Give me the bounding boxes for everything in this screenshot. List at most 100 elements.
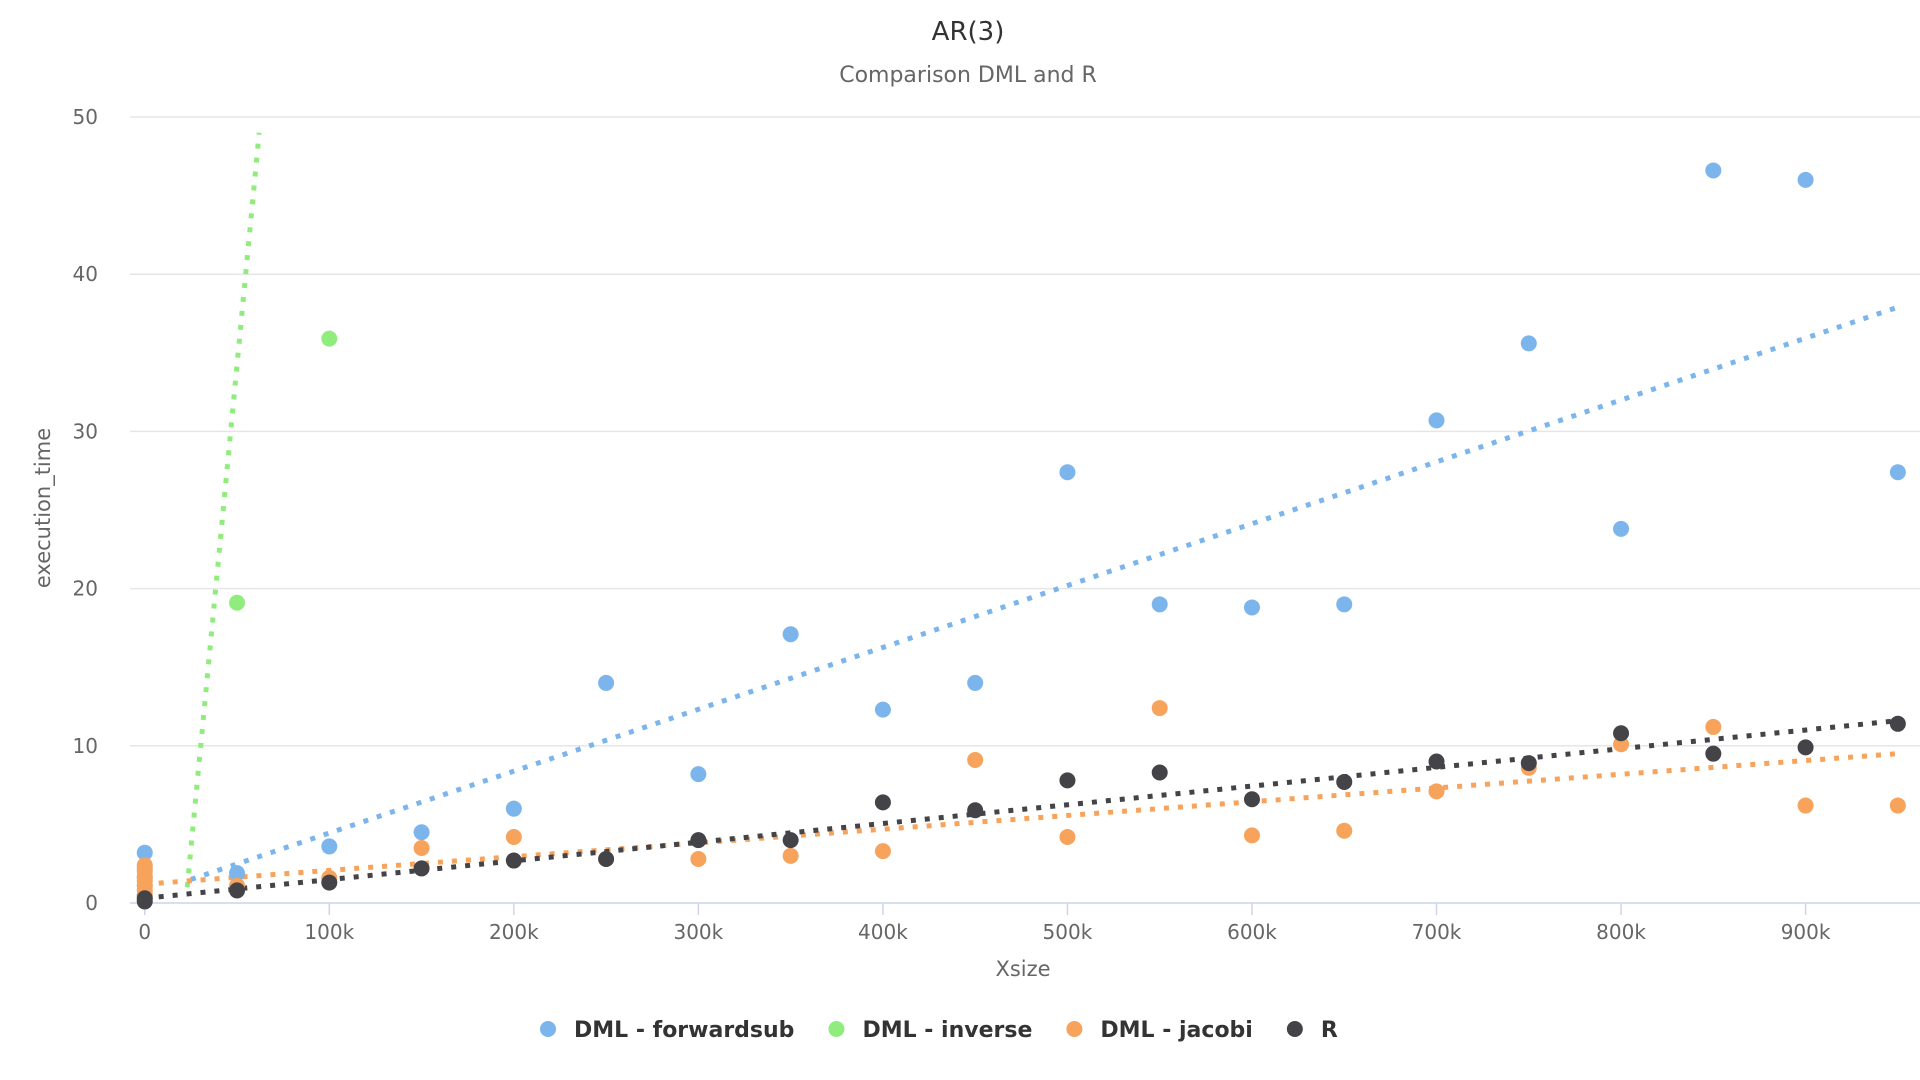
- x-tick-label: 300k: [673, 920, 723, 944]
- data-point[interactable]: [229, 594, 246, 611]
- data-point[interactable]: [1336, 773, 1353, 790]
- trendline-2: [144, 751, 1899, 887]
- data-point[interactable]: [1797, 797, 1814, 814]
- x-tick-label: 500k: [1043, 920, 1093, 944]
- legend-label: DML - jacobi: [1100, 1018, 1252, 1043]
- x-tick-label: 100k: [304, 920, 354, 944]
- trendline-3: [144, 718, 1899, 901]
- y-tick-label: 0: [85, 891, 98, 915]
- legend-marker: [540, 1021, 556, 1037]
- data-point[interactable]: [1705, 718, 1722, 735]
- data-point[interactable]: [1059, 772, 1076, 789]
- data-point[interactable]: [136, 893, 153, 910]
- data-point[interactable]: [690, 850, 707, 867]
- data-point[interactable]: [229, 882, 246, 899]
- x-tick-label: 200k: [489, 920, 539, 944]
- data-point[interactable]: [1613, 725, 1630, 742]
- data-point[interactable]: [1151, 700, 1168, 717]
- data-point[interactable]: [782, 847, 799, 864]
- data-point[interactable]: [967, 751, 984, 768]
- legend: DML - forwardsub DML - inverse DML - jacob…: [540, 1018, 1338, 1043]
- data-point[interactable]: [782, 832, 799, 849]
- data-point[interactable]: [229, 865, 246, 882]
- data-point[interactable]: [690, 766, 707, 783]
- data-point[interactable]: [1151, 764, 1168, 781]
- legend-item[interactable]: R: [1286, 1018, 1338, 1043]
- data-points: [136, 162, 1906, 910]
- y-tick-label: 20: [73, 577, 98, 601]
- trendline-0: [190, 304, 1899, 882]
- trendlines: [144, 132, 1899, 901]
- data-point[interactable]: [874, 794, 891, 811]
- x-tick-label: 900k: [1781, 920, 1831, 944]
- x-tick-label: 600k: [1227, 920, 1277, 944]
- legend-marker: [1066, 1021, 1083, 1037]
- x-tick-label: 700k: [1412, 920, 1462, 944]
- data-point[interactable]: [1613, 520, 1630, 537]
- data-point[interactable]: [505, 852, 522, 869]
- data-point[interactable]: [1889, 797, 1906, 814]
- legend-label: DML - inverse: [862, 1018, 1032, 1043]
- trendline-1: [184, 132, 262, 888]
- data-point[interactable]: [598, 850, 615, 867]
- data-point[interactable]: [1428, 412, 1445, 429]
- x-tick-label: 0: [138, 920, 151, 944]
- legend-label: R: [1321, 1018, 1338, 1043]
- data-point[interactable]: [413, 839, 430, 856]
- data-point[interactable]: [1243, 827, 1260, 844]
- legend-item[interactable]: DML - forwardsub: [540, 1018, 794, 1043]
- data-point[interactable]: [598, 674, 615, 691]
- legend-label: DML - forwardsub: [574, 1018, 794, 1043]
- x-tick-label: 400k: [858, 920, 908, 944]
- legend-marker: [1286, 1021, 1303, 1037]
- data-point[interactable]: [1520, 755, 1537, 772]
- data-point[interactable]: [1336, 596, 1353, 613]
- legend-item[interactable]: DML - jacobi: [1066, 1018, 1253, 1043]
- data-point[interactable]: [413, 824, 430, 841]
- x-axis-title: Xsize: [995, 957, 1050, 981]
- data-point[interactable]: [967, 674, 984, 691]
- gridlines: [130, 116, 1920, 747]
- data-point[interactable]: [1889, 715, 1906, 732]
- data-point[interactable]: [1059, 828, 1076, 845]
- data-point[interactable]: [413, 860, 430, 877]
- data-point[interactable]: [505, 800, 522, 817]
- y-tick-label: 40: [73, 262, 98, 286]
- data-point[interactable]: [1613, 736, 1630, 753]
- data-point[interactable]: [1520, 335, 1537, 352]
- data-point[interactable]: [874, 843, 891, 860]
- data-point[interactable]: [1705, 162, 1722, 179]
- data-point[interactable]: [1428, 753, 1445, 770]
- data-point[interactable]: [1243, 791, 1260, 808]
- y-axis-title: execution_time: [31, 428, 56, 588]
- y-tick-label: 30: [73, 419, 98, 443]
- data-point[interactable]: [1243, 599, 1260, 616]
- data-point[interactable]: [136, 844, 153, 861]
- data-point[interactable]: [505, 828, 522, 845]
- data-point[interactable]: [1428, 783, 1445, 800]
- data-point[interactable]: [1336, 822, 1353, 839]
- data-point[interactable]: [874, 701, 891, 718]
- data-point[interactable]: [1059, 464, 1076, 481]
- data-point[interactable]: [1797, 171, 1814, 188]
- data-point[interactable]: [690, 832, 707, 849]
- data-point[interactable]: [321, 838, 338, 855]
- data-point[interactable]: [967, 802, 984, 819]
- data-point[interactable]: [1705, 745, 1722, 762]
- data-point[interactable]: [321, 330, 338, 347]
- data-point[interactable]: [321, 874, 338, 891]
- data-point[interactable]: [1889, 464, 1906, 481]
- legend-item[interactable]: DML - inverse: [828, 1018, 1032, 1043]
- y-tick-label: 10: [73, 734, 98, 758]
- legend-marker: [828, 1021, 845, 1037]
- data-point[interactable]: [1151, 596, 1168, 613]
- chart-title: AR(3): [932, 17, 1005, 47]
- x-tick-label: 800k: [1596, 920, 1646, 944]
- y-tick-label: 50: [73, 105, 98, 129]
- data-point[interactable]: [782, 626, 799, 643]
- axes: 0 10 20 30 40 50 0 100k 200k 300k 400k 500k 600k 700k…: [73, 105, 1920, 944]
- data-point[interactable]: [1797, 739, 1814, 756]
- chart-subtitle: Comparison DML and R: [839, 63, 1097, 88]
